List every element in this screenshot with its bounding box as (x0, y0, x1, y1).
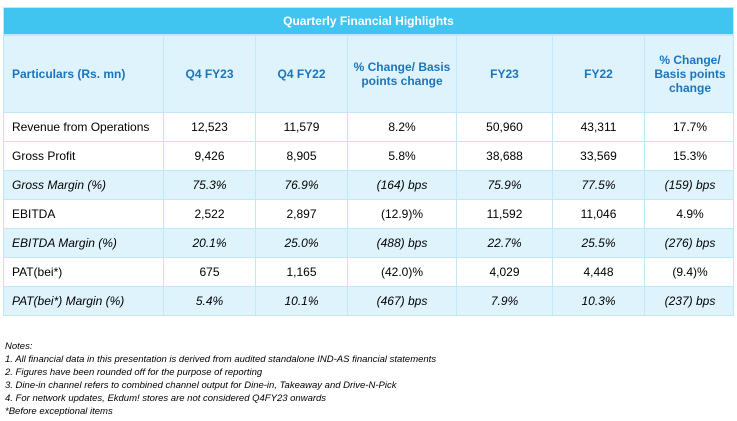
table-cell: 8,905 (256, 142, 348, 170)
table-cell: 50,960 (457, 113, 553, 141)
table-cell: 11,046 (553, 200, 645, 228)
table-cell: (276) bps (664, 236, 716, 250)
table-cell: 38,688 (457, 142, 553, 170)
table-row-gross-profit: Gross Profit 9,426 8,905 5.8% 38,688 33,… (3, 142, 734, 171)
table-cell: 10.1% (256, 287, 348, 315)
row-label: PAT(bei*) Margin (%) (4, 287, 164, 315)
table-cell: 25.0% (256, 229, 348, 257)
column-header-fy22: FY22 (553, 36, 645, 112)
table-cell: (42.0)% (348, 258, 457, 286)
table-title: Quarterly Financial Highlights (3, 7, 734, 35)
table-cell: (159) bps (664, 178, 716, 192)
table-row-gross-margin: Gross Margin (%) 75.3% 76.9% (164) bps 7… (3, 171, 734, 200)
footnotes: Notes: 1. All financial data in this pre… (5, 340, 725, 418)
table-cell: 5.8% (348, 142, 457, 170)
footnote: 2. Figures have been rounded off for the… (5, 367, 263, 378)
table-cell: 15.3% (672, 149, 708, 163)
table-cell: 20.1% (164, 229, 256, 257)
table-cell: 4.9% (676, 207, 704, 221)
footnote: 3. Dine-in channel refers to combined ch… (5, 380, 397, 391)
table-cell: 10.3% (553, 287, 645, 315)
column-header-q4fy22: Q4 FY22 (256, 36, 348, 112)
table-cell: (467) bps (348, 287, 457, 315)
column-header-fy23: FY23 (457, 36, 553, 112)
column-header-quarter-change: % Change/ Basis points change (348, 36, 457, 112)
table-cell: 75.9% (457, 171, 553, 199)
column-header-particulars: Particulars (Rs. mn) (4, 36, 164, 112)
table-cell: 9,426 (164, 142, 256, 170)
column-header-q4fy23: Q4 FY23 (164, 36, 256, 112)
table-cell: 22.7% (457, 229, 553, 257)
footnote: 1. All financial data in this presentati… (5, 354, 437, 365)
column-header-year-change: % Change/ Basis points change (654, 53, 726, 95)
table-cell: 12,523 (164, 113, 256, 141)
table-cell: (237) bps (664, 294, 716, 308)
table-cell: 75.3% (164, 171, 256, 199)
table-cell: 17.7% (672, 120, 708, 134)
footnote: *Before exceptional items (5, 406, 113, 417)
row-label: Revenue from Operations (4, 113, 164, 141)
table-cell: 25.5% (553, 229, 645, 257)
financial-highlights-table: Quarterly Financial Highlights Particula… (3, 7, 734, 327)
table-cell: 77.5% (553, 171, 645, 199)
table-header-row: Particulars (Rs. mn) Q4 FY23 Q4 FY22 % C… (3, 35, 734, 113)
row-label: Gross Margin (%) (4, 171, 164, 199)
table-cell: (164) bps (348, 171, 457, 199)
row-label: EBITDA (4, 200, 164, 228)
table-body: Revenue from Operations 12,523 11,579 8.… (3, 113, 734, 316)
table-cell: 4,029 (457, 258, 553, 286)
row-label: Gross Profit (4, 142, 164, 170)
table-cell: 33,569 (553, 142, 645, 170)
table-cell: 43,311 (553, 113, 645, 141)
table-row-ebitda: EBITDA 2,522 2,897 (12.9)% 11,592 11,046… (3, 200, 734, 229)
table-row-revenue: Revenue from Operations 12,523 11,579 8.… (3, 113, 734, 142)
table-cell: 2,897 (256, 200, 348, 228)
table-cell: 2,522 (164, 200, 256, 228)
table-cell: (9.4)% (672, 265, 708, 279)
footnote: 4. For network updates, Ekdum! stores ar… (5, 393, 327, 404)
table-cell: 7.9% (457, 287, 553, 315)
table-row-ebitda-margin: EBITDA Margin (%) 20.1% 25.0% (488) bps … (3, 229, 734, 258)
table-cell: 675 (164, 258, 256, 286)
table-cell: 5.4% (164, 287, 256, 315)
row-label: PAT(bei*) (4, 258, 164, 286)
row-label: EBITDA Margin (%) (4, 229, 164, 257)
table-cell: (488) bps (348, 229, 457, 257)
table-row-pat: PAT(bei*) 675 1,165 (42.0)% 4,029 4,448 … (3, 258, 734, 287)
notes-heading: Notes: (5, 341, 33, 352)
table-cell: 11,579 (256, 113, 348, 141)
table-row-pat-margin: PAT(bei*) Margin (%) 5.4% 10.1% (467) bp… (3, 287, 734, 316)
table-cell: 11,592 (457, 200, 553, 228)
table-cell: 4,448 (553, 258, 645, 286)
table-cell: 8.2% (348, 113, 457, 141)
table-cell: 76.9% (256, 171, 348, 199)
table-cell: (12.9)% (348, 200, 457, 228)
table-cell: 1,165 (256, 258, 348, 286)
